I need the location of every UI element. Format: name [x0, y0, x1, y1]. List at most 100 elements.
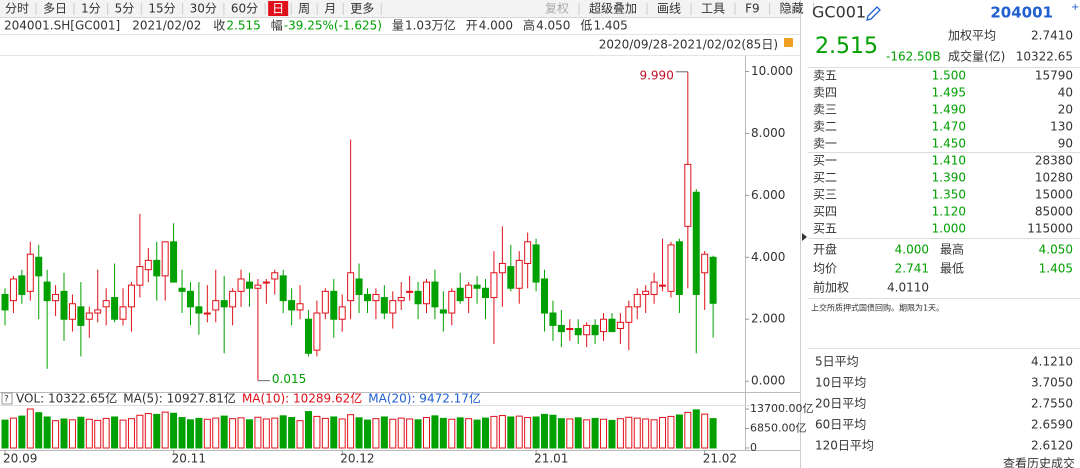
volume-bar: [220, 415, 228, 449]
candle-body: [229, 290, 237, 308]
book-price: 1.390: [932, 171, 966, 185]
volume-bar: [9, 417, 17, 449]
volume-bar: [684, 411, 692, 449]
volume-bar: [77, 416, 85, 449]
tab[interactable]: 60分: [231, 2, 258, 16]
volume-bar: [709, 418, 717, 449]
tab[interactable]: 15分: [148, 2, 175, 16]
volume-bar: [254, 416, 262, 449]
volume-bar: [372, 418, 380, 449]
volume-bar: [423, 417, 430, 449]
change: -162.50B: [886, 50, 941, 64]
tab[interactable]: 日: [272, 2, 284, 16]
candle-body: [600, 318, 608, 333]
volume-bar: [692, 409, 700, 449]
stat-value: 2.7410: [1031, 29, 1073, 43]
candle-body: [313, 312, 321, 351]
candle-body: [52, 293, 60, 302]
tab[interactable]: 多日: [43, 2, 67, 16]
tool[interactable]: 超级叠加: [589, 1, 637, 16]
volume-bar: [389, 418, 397, 449]
history-link[interactable]: 查看历史成交: [1003, 456, 1075, 468]
book-label: 卖三: [813, 103, 837, 117]
candle-body: [456, 287, 464, 302]
info-value: 1.03万亿: [405, 18, 456, 33]
volume-bar: [608, 419, 616, 449]
candle-body: [490, 272, 498, 299]
book-label: 卖一: [813, 137, 837, 151]
candle-body: [532, 244, 540, 283]
book-label: 买四: [813, 205, 837, 219]
book-volume: 15000: [1035, 188, 1073, 202]
tool[interactable]: 隐藏: [780, 2, 804, 16]
tab[interactable]: 更多: [350, 2, 374, 16]
tab[interactable]: 分时: [5, 2, 29, 16]
candle-body: [18, 275, 26, 295]
summary-label: 最低: [940, 262, 964, 276]
candle-body: [111, 297, 119, 320]
volume-bar: [245, 419, 253, 449]
tool[interactable]: 工具: [701, 2, 725, 16]
tool[interactable]: 复权: [545, 2, 569, 16]
candle-body: [363, 293, 371, 302]
collapse-arrow[interactable]: [802, 233, 807, 241]
candle-body: [288, 300, 296, 311]
candle-body: [220, 300, 228, 308]
lock-icon[interactable]: [784, 38, 793, 47]
summary-label: 开盘: [813, 242, 837, 257]
candle-body: [102, 300, 110, 308]
candle-body: [237, 278, 245, 292]
candle-body: [667, 244, 675, 292]
volume-bar: [397, 417, 405, 449]
info-value: -39.25%(-1.625): [284, 19, 382, 33]
tab[interactable]: 1分: [81, 2, 101, 16]
info-value: 4.050: [536, 19, 570, 33]
tool[interactable]: 画线: [657, 2, 681, 16]
candle-body: [608, 318, 616, 333]
average-label: 10日平均: [815, 376, 866, 390]
book-volume: 90: [1058, 137, 1073, 151]
candle-body: [684, 163, 692, 227]
book-label: 买一: [813, 154, 837, 168]
min-label: 0.015: [272, 372, 306, 386]
candle-body: [85, 312, 93, 320]
y-tick-label: 2.000: [751, 312, 785, 326]
y2-tick-label: 6850.00亿: [750, 422, 807, 435]
volume-bar: [363, 419, 371, 449]
average-value: 2.6120: [1031, 439, 1073, 453]
tab[interactable]: 5分: [115, 2, 135, 16]
candle-body: [566, 328, 574, 331]
volume-bar: [498, 415, 506, 449]
summary-value: 1.405: [1039, 262, 1073, 276]
volume-bar: [355, 417, 363, 449]
volume-bar: [170, 412, 178, 449]
candle-body: [414, 290, 422, 305]
info-label: 高: [523, 18, 535, 33]
average-label: 5日平均: [815, 355, 859, 369]
candle-body: [178, 287, 186, 292]
candle-body: [583, 324, 591, 336]
edit-icon[interactable]: [866, 6, 881, 21]
volume-bar: [35, 412, 43, 449]
help-icon: ?: [4, 395, 9, 405]
tool[interactable]: F9: [745, 2, 760, 16]
tab[interactable]: 月: [324, 2, 336, 16]
stat-label: 成交量(亿): [948, 49, 1005, 64]
average-label: 60日平均: [815, 418, 866, 432]
plus-icon[interactable]: +: [1071, 2, 1079, 13]
candle-body: [482, 287, 490, 299]
book-label: 买二: [813, 171, 837, 185]
volume-header: VOL: 10322.65亿: [16, 391, 117, 406]
book-volume: 28380: [1035, 154, 1073, 168]
volume-bar: [1, 419, 9, 449]
volume-bar: [43, 416, 51, 449]
volume-bar: [153, 413, 161, 449]
volume-bar: [616, 418, 624, 449]
volume-bar: [701, 413, 709, 449]
tab[interactable]: 30分: [190, 2, 217, 16]
tab-selected: [268, 1, 289, 16]
volume-bar: [271, 417, 279, 449]
tab[interactable]: 周: [298, 2, 310, 16]
help-button[interactable]: [1, 392, 13, 405]
